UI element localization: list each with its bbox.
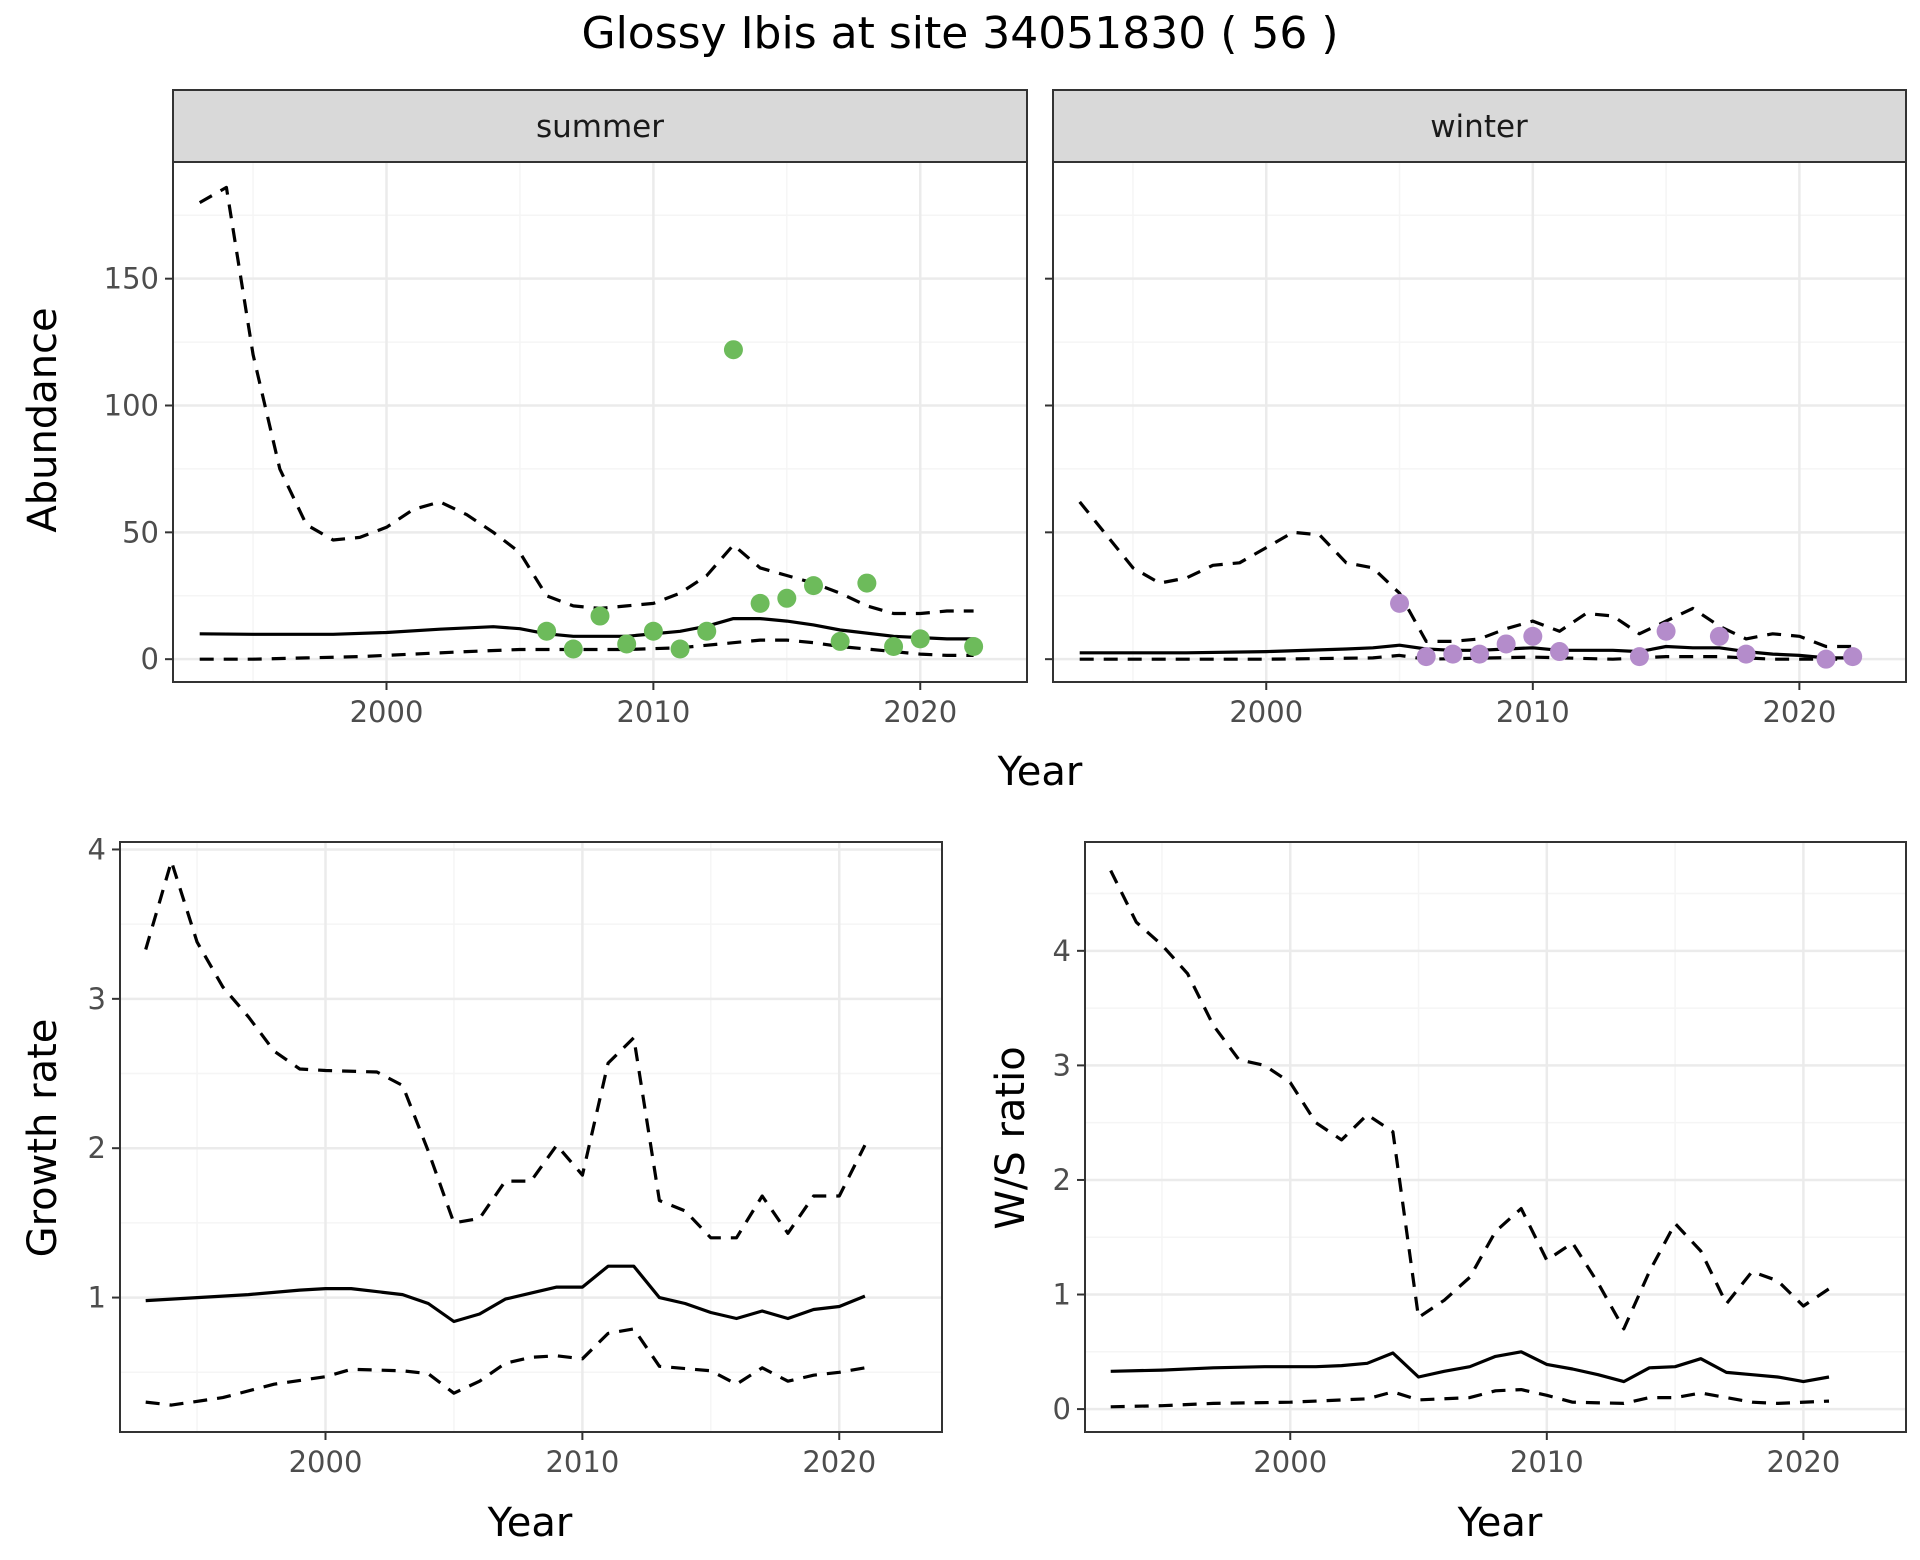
- growth-plot-background: [120, 842, 942, 1432]
- growth-y-tick-label-4: 4: [88, 832, 106, 866]
- summer-x-tick-label-2000: 2000: [350, 695, 424, 729]
- growth-x-tick-label-2020: 2020: [802, 1445, 876, 1479]
- winter-data-point-2010: [1523, 626, 1543, 646]
- summer-data-point-2015: [777, 588, 797, 608]
- strip-summer: [172, 89, 1028, 163]
- chart-title: Glossy Ibis at site 34051830 ( 56 ): [581, 8, 1339, 59]
- summer-data-point-2019: [884, 636, 904, 656]
- ws-x-axis-title: Year: [1457, 1500, 1543, 1546]
- ws-x-tick-label-2010: 2010: [1510, 1445, 1584, 1479]
- winter-data-point-2009: [1496, 634, 1516, 654]
- summer-y-tick-label-0: 0: [141, 642, 159, 676]
- summer-data-point-2014: [750, 593, 770, 613]
- growth-y-tick-label-3: 3: [88, 982, 106, 1016]
- panel-growth-rate: 2000 2010 2020 1 2 3 4 Growth rate Year: [20, 832, 943, 1546]
- growth-x-tick-label-2010: 2010: [545, 1445, 619, 1479]
- strip-winter-label: winter: [1430, 109, 1528, 145]
- summer-data-point-2013: [723, 340, 743, 360]
- growth-x-tick-label-2000: 2000: [289, 1445, 363, 1479]
- plot-ws-ratio: 2000 2010 2020 0 1 2 3 4: [1053, 841, 1907, 1479]
- summer-data-point-2007: [563, 639, 583, 659]
- top-x-axis-title: Year: [997, 749, 1083, 795]
- summer-plot-background: [173, 162, 1027, 682]
- summer-y-tick-label-100: 100: [104, 389, 159, 423]
- panel-ws-ratio: 2000 2010 2020 0 1 2 3 4 W/S ratio Year: [988, 841, 1907, 1546]
- summer-data-point-2017: [830, 631, 850, 651]
- winter-data-point-2014: [1629, 647, 1649, 667]
- ws-y-tick-label-2: 2: [1053, 1163, 1071, 1197]
- winter-data-point-2018: [1736, 644, 1756, 664]
- growth-y-axis-title: Growth rate: [20, 1019, 66, 1258]
- panel-winter: winter 2000 2010 2020: [1045, 89, 1907, 729]
- winter-data-point-2007: [1443, 644, 1463, 664]
- winter-data-point-2011: [1549, 642, 1569, 662]
- summer-data-point-2016: [804, 576, 823, 596]
- summer-data-point-2020: [910, 629, 930, 649]
- summer-data-point-2012: [697, 621, 717, 641]
- summer-x-tick-label-2020: 2020: [883, 695, 957, 729]
- winter-data-point-2006: [1416, 647, 1436, 667]
- winter-x-tick-label-2010: 2010: [1496, 695, 1570, 729]
- winter-plot-background: [1053, 162, 1906, 682]
- summer-data-point-2009: [617, 634, 637, 654]
- ws-series-line-2: [1110, 1388, 1830, 1409]
- top-y-axis-title: Abundance: [20, 307, 66, 532]
- summer-data-point-2006: [537, 621, 557, 641]
- summer-panel-border: [172, 161, 1028, 683]
- summer-data-point-2022: [964, 636, 984, 656]
- winter-series-line-2: [1079, 653, 1853, 661]
- ws-y-tick-label-0: 0: [1053, 1392, 1071, 1426]
- summer-x-tick-label-2010: 2010: [616, 695, 690, 729]
- strip-winter: [1052, 89, 1907, 163]
- panel-summer: summer 2000 2010 2020 0 50 100 150: [104, 89, 1028, 729]
- ws-y-tick-label-1: 1: [1053, 1278, 1071, 1312]
- growth-y-tick-label-1: 1: [88, 1281, 106, 1315]
- winter-data-point-2021: [1816, 649, 1836, 669]
- ws-plot-background: [1085, 842, 1906, 1432]
- winter-data-point-2015: [1656, 621, 1676, 641]
- winter-data-point-2022: [1843, 647, 1863, 667]
- plot-winter: 2000 2010 2020: [1045, 161, 1907, 729]
- growth-series-line-2: [145, 1327, 866, 1407]
- winter-data-point-2005: [1390, 593, 1410, 613]
- summer-y-tick-label-150: 150: [104, 262, 159, 296]
- winter-x-tick-label-2000: 2000: [1229, 695, 1303, 729]
- growth-series-line-0: [145, 1264, 866, 1324]
- growth-x-axis-title: Year: [487, 1500, 573, 1546]
- ws-x-tick-label-2020: 2020: [1766, 1445, 1840, 1479]
- ws-series-line-0: [1110, 1350, 1830, 1384]
- summer-data-point-2010: [643, 621, 663, 641]
- ws-panel-border: [1084, 841, 1907, 1433]
- strip-summer-label: summer: [536, 109, 664, 145]
- plot-summer: 2000 2010 2020 0 50 100 150: [104, 161, 1028, 729]
- summer-data-point-2008: [590, 606, 610, 626]
- ws-y-tick-label-3: 3: [1053, 1048, 1071, 1082]
- ws-y-tick-label-4: 4: [1053, 934, 1071, 968]
- summer-data-point-2018: [857, 573, 877, 593]
- summer-y-tick-label-50: 50: [122, 515, 159, 549]
- winter-x-tick-label-2020: 2020: [1762, 695, 1836, 729]
- winter-panel-border: [1052, 161, 1907, 683]
- ws-series-line-1: [1109, 869, 1830, 1331]
- summer-series-line-2: [199, 638, 974, 661]
- ws-y-axis-title: W/S ratio: [988, 1046, 1034, 1229]
- winter-data-point-2017: [1709, 626, 1729, 646]
- ws-x-tick-label-2000: 2000: [1253, 1445, 1327, 1479]
- growth-panel-border: [119, 841, 943, 1433]
- winter-data-point-2008: [1470, 644, 1489, 664]
- growth-y-tick-label-2: 2: [88, 1131, 106, 1165]
- plot-growth-rate: 2000 2010 2020 1 2 3 4: [88, 832, 943, 1479]
- summer-data-point-2011: [670, 639, 690, 659]
- growth-series-line-1: [144, 859, 867, 1240]
